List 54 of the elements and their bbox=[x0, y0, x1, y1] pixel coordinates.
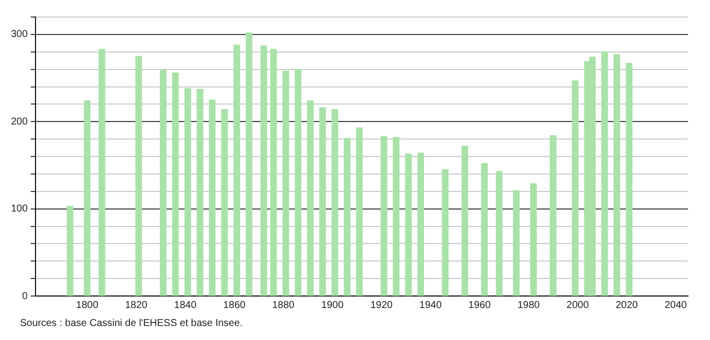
bar bbox=[356, 127, 363, 296]
x-tick-label: 1840 bbox=[174, 300, 197, 311]
bar bbox=[417, 152, 424, 296]
y-tick-label: 200 bbox=[10, 116, 28, 128]
x-tick-label: 2020 bbox=[616, 300, 638, 311]
bar bbox=[530, 183, 537, 296]
y-tick-label: 0 bbox=[22, 290, 28, 302]
bar bbox=[572, 80, 579, 296]
bar bbox=[172, 72, 179, 296]
x-tick-label: 1880 bbox=[272, 300, 295, 311]
bar bbox=[392, 136, 400, 296]
x-tick-label: 1940 bbox=[419, 300, 442, 311]
x-tick-label: 1860 bbox=[223, 300, 246, 311]
bar bbox=[135, 56, 142, 296]
x-tick-label: 1920 bbox=[370, 300, 394, 311]
x-tick-label: 1820 bbox=[125, 300, 148, 311]
y-tick-label: 100 bbox=[10, 204, 28, 215]
bar bbox=[614, 54, 620, 296]
bar bbox=[442, 169, 449, 296]
bar bbox=[380, 136, 388, 296]
bar bbox=[270, 48, 277, 296]
bar bbox=[260, 45, 268, 296]
bar bbox=[405, 154, 412, 296]
x-tick-label: 1900 bbox=[321, 300, 344, 311]
y-tick-label: 300 bbox=[10, 29, 28, 40]
bar bbox=[66, 206, 74, 296]
bar bbox=[481, 163, 488, 296]
x-tick-label: 2000 bbox=[566, 300, 590, 311]
bar bbox=[160, 70, 167, 296]
bar bbox=[332, 109, 338, 296]
bar bbox=[208, 100, 216, 296]
bar bbox=[294, 68, 302, 296]
bar bbox=[626, 62, 632, 296]
bar bbox=[462, 146, 468, 296]
bar bbox=[184, 88, 192, 296]
bar bbox=[246, 32, 252, 296]
x-tick-label: 1800 bbox=[76, 300, 99, 311]
bar bbox=[221, 109, 228, 296]
bar bbox=[196, 89, 204, 296]
x-tick-label: 1980 bbox=[517, 300, 540, 311]
bar bbox=[319, 107, 326, 296]
bar bbox=[513, 190, 520, 296]
bar bbox=[98, 48, 106, 296]
bar bbox=[344, 138, 350, 296]
bar bbox=[550, 135, 556, 296]
source-note: Sources : base Cassini de l'EHESS et base Insee. bbox=[20, 318, 244, 329]
bar bbox=[496, 170, 502, 296]
bar bbox=[84, 100, 91, 296]
bar bbox=[307, 100, 314, 296]
bar bbox=[233, 44, 240, 296]
bar bbox=[601, 52, 608, 296]
x-tick-label: 1960 bbox=[468, 300, 492, 311]
x-tick-label: 2040 bbox=[664, 300, 688, 311]
bar bbox=[282, 70, 290, 296]
